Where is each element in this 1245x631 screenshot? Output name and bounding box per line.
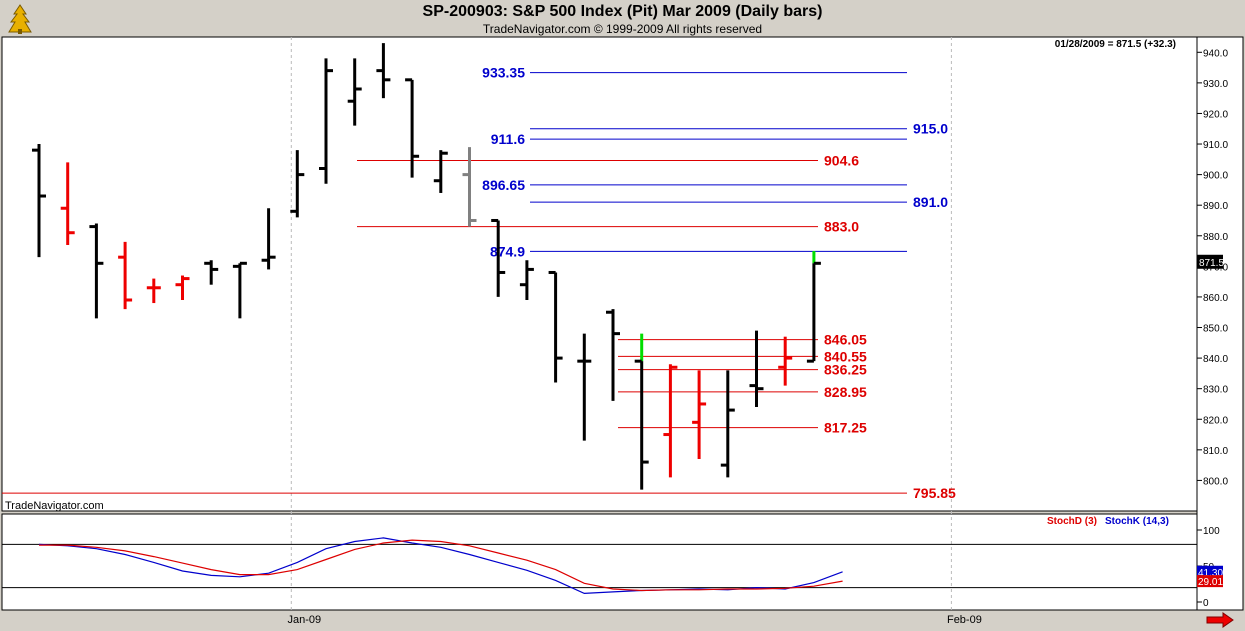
stoch-legend-k: StochK (14,3): [1105, 516, 1169, 527]
x-tick-label: Jan-09: [287, 614, 321, 626]
price-tick-label: 860.0: [1203, 293, 1228, 304]
ohlc-bar: [433, 150, 448, 193]
last-price-box: [1197, 254, 1223, 269]
ohlc-bar: [692, 370, 707, 460]
ohlc-bar: [577, 333, 592, 441]
level-label: 883.0: [824, 219, 859, 235]
level-label: 828.95: [824, 384, 867, 400]
price-tick-label: 920.0: [1203, 109, 1228, 120]
ohlc-bar: [405, 78, 420, 178]
ohlc-bar: [663, 364, 678, 478]
level-label: 840.55: [824, 348, 867, 364]
price-tick-label: 900.0: [1203, 171, 1228, 182]
price-tick-label: 910.0: [1203, 140, 1228, 151]
ohlc-bar: [290, 150, 305, 218]
ohlc-bar: [462, 147, 477, 227]
stoch-tick-label: 0: [1203, 598, 1209, 609]
last-price-label: 871.5: [1199, 258, 1224, 269]
stoch-k-value-label: 41.30: [1198, 568, 1223, 579]
level-label: 817.25: [824, 420, 867, 436]
ohlc-bar: [319, 58, 333, 184]
price-tick-label: 930.0: [1203, 79, 1228, 90]
stoch-k-value-box: [1197, 565, 1223, 578]
watermark-label: TradeNavigator.com: [5, 500, 104, 512]
stoch-d-line: [39, 539, 843, 592]
ohlc-bar: [491, 218, 506, 297]
tradenavigator-logo-icon: [8, 4, 32, 34]
level-label: 795.85: [913, 485, 956, 501]
level-label: 896.65: [482, 177, 525, 193]
ohlc-bar: [204, 260, 219, 285]
ohlc-bar: [548, 270, 563, 383]
level-label: 891.0: [913, 194, 948, 210]
ohlc-bar: [60, 162, 75, 245]
price-tick-label: 830.0: [1203, 385, 1228, 396]
price-tick-label: 810.0: [1203, 446, 1228, 457]
ohlc-bar: [146, 278, 161, 304]
ohlc-bar: [175, 275, 190, 300]
x-tick-label: Feb-09: [947, 614, 982, 626]
stoch-d-value-box: [1197, 575, 1223, 588]
ohlc-bar: [376, 43, 391, 99]
price-plot-area: [1, 36, 1198, 512]
price-tick-label: 850.0: [1203, 324, 1228, 335]
level-label: 915.0: [913, 121, 948, 137]
ohlc-bar: [519, 260, 534, 300]
level-label: 874.9: [490, 243, 525, 259]
level-label: 904.6: [824, 153, 859, 169]
stoch-tick-label: 100: [1203, 526, 1220, 537]
ohlc-bar: [32, 144, 46, 258]
chart-title: SP-200903: S&P 500 Index (Pit) Mar 2009 …: [422, 3, 823, 20]
price-tick-label: 800.0: [1203, 476, 1228, 487]
ohlc-bar: [232, 261, 247, 319]
price-axis-area: [1196, 36, 1244, 611]
ohlc-bar: [606, 309, 620, 401]
ohlc-bar: [89, 223, 104, 319]
info-label: 01/28/2009 = 871.5 (+32.3): [1055, 39, 1176, 50]
scroll-right-arrow-icon[interactable]: [1205, 612, 1235, 628]
copyright-text: TradeNavigator.com © 1999-2009 All right…: [482, 22, 763, 36]
level-label: 933.35: [482, 65, 525, 81]
ohlc-bar: [778, 336, 793, 386]
stoch-legend-d: StochD (3): [1047, 516, 1097, 527]
level-label: 911.6: [491, 131, 525, 147]
ohlc-bar: [806, 251, 821, 363]
stoch-plot-area: [1, 513, 1198, 611]
level-label: 836.25: [824, 362, 867, 378]
ohlc-bar: [347, 58, 362, 126]
stoch-d-value-label: 29.01: [1198, 577, 1223, 588]
ohlc-bar: [720, 370, 735, 478]
price-tick-label: 820.0: [1203, 415, 1228, 426]
ohlc-bar: [261, 208, 276, 270]
ohlc-bar: [118, 241, 133, 310]
price-tick-label: 940.0: [1203, 48, 1228, 59]
price-tick-label: 840.0: [1203, 354, 1228, 365]
ohlc-bar: [634, 333, 649, 490]
price-tick-label: 890.0: [1203, 201, 1228, 212]
level-label: 846.05: [824, 332, 867, 348]
ohlc-bar: [749, 330, 764, 408]
price-tick-label: 880.0: [1203, 232, 1228, 243]
